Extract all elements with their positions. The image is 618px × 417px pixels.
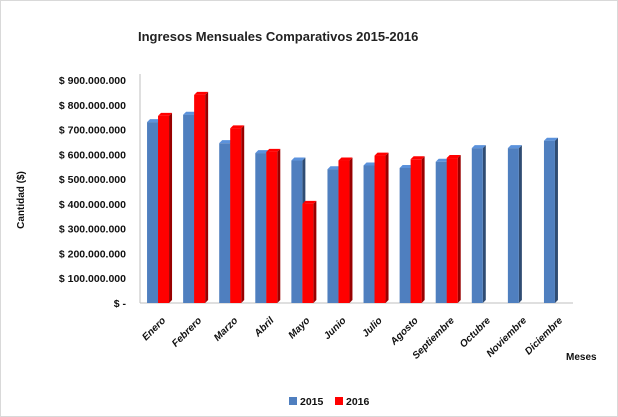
bar-2016-mayo bbox=[302, 200, 317, 303]
bar-2016-marzo bbox=[230, 125, 245, 303]
bar-2015-diciembre bbox=[543, 137, 558, 303]
bar-2016-febrero bbox=[194, 91, 209, 303]
bar-2016-enero bbox=[158, 112, 173, 303]
x-tick-label-diciembre: Diciembre bbox=[523, 315, 565, 357]
y-axis-label: Cantidad ($) bbox=[16, 171, 27, 229]
legend-label: 2015 bbox=[300, 396, 324, 408]
bar-2015-noviembre bbox=[507, 145, 522, 303]
legend-swatch bbox=[335, 397, 343, 405]
legend: 2015 2016 bbox=[289, 396, 370, 408]
y-tick-label: $ 400.000.000 bbox=[59, 199, 126, 211]
x-tick-label-enero: Enero bbox=[140, 315, 168, 343]
axes bbox=[139, 74, 573, 304]
bar-2016-septiembre bbox=[446, 155, 461, 303]
y-tick-label: $ 800.000.000 bbox=[59, 100, 126, 112]
x-axis-label: Meses bbox=[566, 352, 597, 363]
x-tick-label-febrero: Febrero bbox=[170, 315, 204, 349]
x-tick-label-marzo: Marzo bbox=[212, 315, 240, 343]
legend-swatch bbox=[289, 397, 297, 405]
bar-2016-abril bbox=[266, 148, 281, 303]
chart-title: Ingresos Mensuales Comparativos 2015-201… bbox=[138, 29, 418, 44]
bar-2016-julio bbox=[374, 152, 389, 303]
x-tick-label-abril: Abril bbox=[252, 315, 277, 340]
x-tick-label-mayo: Mayo bbox=[287, 315, 313, 341]
y-tick-label: $ 300.000.000 bbox=[59, 224, 126, 236]
legend-item-2015: 2015 bbox=[289, 396, 324, 408]
bar-2016-junio bbox=[338, 157, 353, 303]
legend-label: 2016 bbox=[346, 396, 370, 408]
bar-2015-octubre bbox=[471, 145, 486, 303]
y-tick-label: $ 600.000.000 bbox=[59, 149, 126, 161]
x-tick-label-agosto: Agosto bbox=[388, 315, 421, 348]
x-tick-label-junio: Junio bbox=[322, 315, 349, 342]
y-tick-label: $ 900.000.000 bbox=[59, 75, 126, 87]
y-tick-label: $ 500.000.000 bbox=[59, 174, 126, 186]
y-tick-label: $ 700.000.000 bbox=[59, 125, 126, 137]
bars bbox=[147, 91, 558, 303]
bar-2016-agosto bbox=[410, 156, 425, 303]
y-tick-label: $ 200.000.000 bbox=[59, 248, 126, 260]
x-tick-label-julio: Julio bbox=[360, 315, 384, 339]
y-tick-label: $ - bbox=[114, 298, 127, 310]
legend-item-2016: 2016 bbox=[335, 396, 370, 408]
x-tick-label-octubre: Octubre bbox=[458, 315, 493, 350]
y-tick-label: $ 100.000.000 bbox=[59, 273, 126, 285]
